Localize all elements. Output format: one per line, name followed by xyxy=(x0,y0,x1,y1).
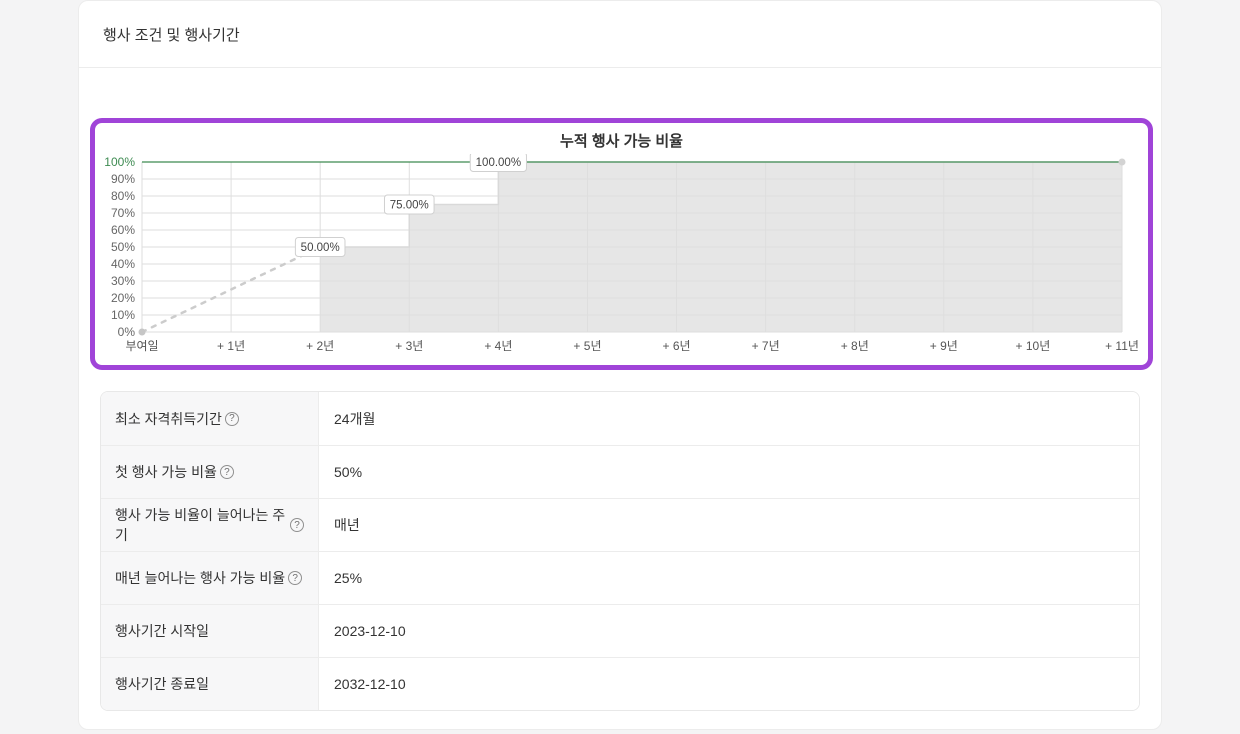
x-tick-label: + 7년 xyxy=(751,339,779,353)
row-label-text: 행사기간 시작일 xyxy=(115,623,210,639)
x-tick-label: + 11년 xyxy=(1105,339,1139,353)
vesting-chart: 0% 10% 20% 30% 40% 50% 60% 70% 80% 90% 100% 부여일 + 1년… xyxy=(104,154,1139,353)
y-tick-label: 10% xyxy=(110,308,134,322)
svg-text:75.00%: 75.00% xyxy=(389,200,428,212)
vesting-chart-highlight-box: 누적 행사 가능 비율 0% 10% 20% 30% 40% 50% 60% 70% 80% 90… xyxy=(90,118,1153,370)
y-tick-label: 30% xyxy=(110,274,134,288)
y-tick-label: 60% xyxy=(110,223,134,237)
x-tick-label: + 9년 xyxy=(929,339,957,353)
table-row: 행사기간 시작일 2023-12-10 xyxy=(101,604,1139,657)
x-tick-label: + 5년 xyxy=(573,339,601,353)
row-value: 24개월 xyxy=(334,410,376,427)
row-value: 2032-12-10 xyxy=(334,676,406,692)
table-row: 첫 행사 가능 비율? 50% xyxy=(101,445,1139,498)
point-annotation: 50.00% xyxy=(294,237,345,257)
help-question-icon[interactable]: ? xyxy=(288,571,303,585)
x-tick-label: + 10년 xyxy=(1015,339,1050,353)
x-tick-label: + 3년 xyxy=(395,339,423,353)
grant-start-dot xyxy=(138,328,145,336)
help-question-icon[interactable]: ? xyxy=(219,465,234,479)
x-tick-label: 부여일 xyxy=(125,339,158,353)
row-label-text: 행사기간 종료일 xyxy=(115,676,210,692)
card-header: 행사 조건 및 행사기간 xyxy=(79,1,1161,68)
help-question-icon[interactable]: ? xyxy=(224,411,239,426)
y-tick-label: 50% xyxy=(110,240,134,254)
card-title: 행사 조건 및 행사기간 xyxy=(103,26,240,44)
row-label: 매년 늘어나는 행사 가능 비율? xyxy=(101,552,319,604)
row-value: 25% xyxy=(334,570,363,586)
y-tick-label: 90% xyxy=(110,172,134,186)
row-label-text: 매년 늘어나는 행사 가능 비율 xyxy=(115,570,286,586)
point-annotation: 100.00% xyxy=(469,154,527,172)
x-tick-label: + 8년 xyxy=(840,339,868,353)
point-annotation: 75.00% xyxy=(383,194,435,215)
table-row: 행사기간 종료일 2032-12-10 xyxy=(101,657,1139,710)
x-tick-label: + 4년 xyxy=(484,339,512,353)
x-tick-label: + 6년 xyxy=(662,339,690,353)
table-row: 행사 가능 비율이 늘어나는 주기? 매년 xyxy=(101,498,1139,551)
y-tick-label: 80% xyxy=(110,189,134,203)
x-tick-label: + 2년 xyxy=(306,339,334,353)
svg-text:50.00%: 50.00% xyxy=(300,242,339,254)
row-label-text: 최소 자격취득기간 xyxy=(115,410,222,427)
series-end-dot xyxy=(1118,158,1125,166)
table-row: 최소 자격취득기간? 24개월 xyxy=(101,392,1139,445)
row-value: 50% xyxy=(334,464,363,480)
row-label-text: 첫 행사 가능 비율 xyxy=(115,464,217,480)
y-tick-label: 20% xyxy=(110,291,134,305)
x-tick-label: + 1년 xyxy=(217,339,245,353)
help-question-icon[interactable]: ? xyxy=(290,518,304,532)
row-value: 매년 xyxy=(334,517,360,533)
svg-text:100.00%: 100.00% xyxy=(475,157,520,169)
y-tick-label: 40% xyxy=(110,257,134,271)
row-label: 최소 자격취득기간? xyxy=(101,392,319,445)
row-value: 2023-12-10 xyxy=(334,623,406,639)
y-tick-label: 70% xyxy=(110,206,134,220)
row-label: 행사기간 종료일 xyxy=(101,658,319,710)
chart-title: 누적 행사 가능 비율 xyxy=(560,133,683,150)
cliff-dashed-line xyxy=(140,245,321,334)
row-label: 첫 행사 가능 비율? xyxy=(101,446,319,498)
exercise-conditions-card: 행사 조건 및 행사기간 누적 행사 가능 비율 0% 10% 20% 30% 40% 5… xyxy=(78,0,1162,730)
row-label: 행사기간 시작일 xyxy=(101,605,319,657)
y-tick-label: 0% xyxy=(117,325,135,339)
row-label-text: 행사 가능 비율이 늘어나는 주기 xyxy=(115,507,286,543)
table-row: 매년 늘어나는 행사 가능 비율? 25% xyxy=(101,551,1139,604)
row-label: 행사 가능 비율이 늘어나는 주기? xyxy=(101,499,319,551)
y-tick-label: 100% xyxy=(104,155,135,169)
